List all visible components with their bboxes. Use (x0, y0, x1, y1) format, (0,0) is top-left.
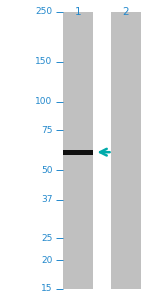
Text: 20: 20 (41, 256, 52, 265)
Bar (111, 12, 141, 289)
Bar (63, 12, 93, 289)
Text: 250: 250 (35, 7, 52, 16)
Text: 100: 100 (35, 97, 52, 106)
Text: 37: 37 (41, 195, 52, 204)
Text: 1: 1 (75, 7, 81, 17)
Text: 50: 50 (41, 166, 52, 175)
Text: 150: 150 (35, 57, 52, 67)
Text: 75: 75 (41, 126, 52, 135)
Text: 15: 15 (41, 284, 52, 293)
Text: 2: 2 (123, 7, 129, 17)
Text: 25: 25 (41, 234, 52, 243)
Bar (63, 150, 93, 154)
